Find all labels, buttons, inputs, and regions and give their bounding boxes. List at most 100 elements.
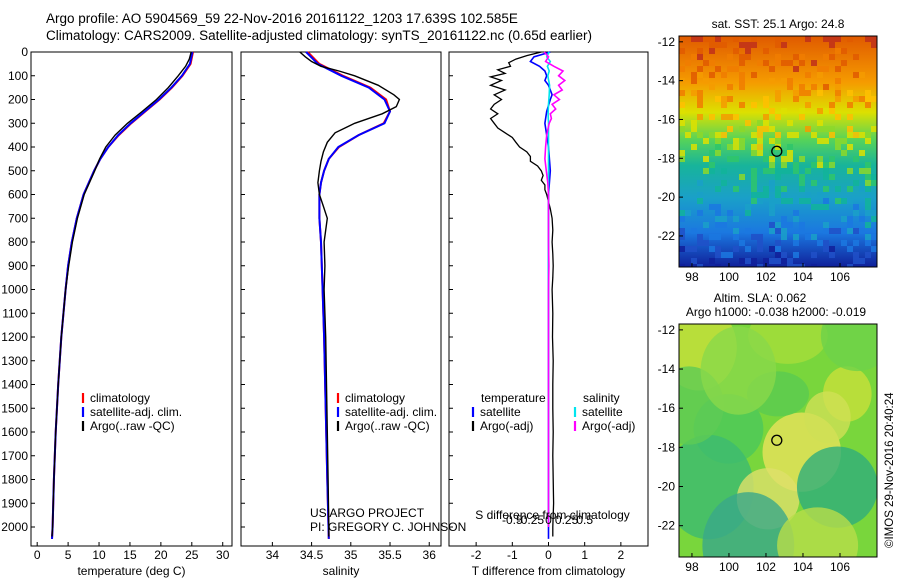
sst-cell (859, 132, 865, 138)
sst-cell (763, 60, 769, 66)
sst-cell (829, 102, 835, 108)
sst-cell (709, 258, 715, 264)
sst-cell (841, 60, 847, 66)
legend-label: satellite-adj. clim. (345, 405, 437, 419)
sst-cell (853, 132, 859, 138)
sst-cell (679, 228, 685, 234)
sst-cell (787, 258, 793, 264)
sst-cell (679, 120, 685, 126)
sst-cell (823, 240, 829, 246)
legend-title-temperature: temperature (481, 391, 546, 405)
sst-cell (799, 156, 805, 162)
sst-cell (865, 234, 871, 240)
sst-cell (703, 36, 709, 42)
sst-cell (679, 150, 685, 156)
sst-cell (733, 234, 739, 240)
sst-cell (865, 96, 871, 102)
sst-cell (697, 72, 703, 78)
legend-label: satellite (480, 405, 521, 419)
sst-cell (715, 96, 721, 102)
sst-cell (745, 204, 751, 210)
temperature-xtick-label: 5 (65, 548, 72, 562)
sst-cell (817, 192, 823, 198)
sst-cell (751, 36, 757, 42)
temperature-xtick-label: 20 (154, 548, 168, 562)
sst-cell (823, 108, 829, 114)
temperature-xtick-label: 25 (185, 548, 199, 562)
sst-cell (859, 258, 865, 264)
sst-cell (775, 114, 781, 120)
sst-cell (763, 48, 769, 54)
legend-label: Argo(-adj) (480, 419, 533, 433)
sst_map-argo-marker (771, 145, 783, 157)
sst-cell (823, 138, 829, 144)
sst-cell (715, 246, 721, 252)
difference-xlabel: T difference from climatology (472, 564, 626, 578)
temperature-ytick-label: 1200 (1, 330, 28, 344)
sst-cell (835, 78, 841, 84)
sst-cell (847, 132, 853, 138)
sst-cell (859, 96, 865, 102)
sst-cell (787, 78, 793, 84)
sst-cell (697, 54, 703, 60)
sst-cell (841, 240, 847, 246)
sst-cell (865, 204, 871, 210)
sst-cell (697, 90, 703, 96)
sst-cell (853, 96, 859, 102)
difference-stick-label: 0 (545, 513, 552, 527)
sst_map-xtick-label: 98 (685, 270, 699, 284)
sst-cell (793, 252, 799, 258)
sla_map-ytick-label: -18 (658, 440, 676, 454)
sst-cell (769, 108, 775, 114)
sst-cell (757, 240, 763, 246)
sst-cell (751, 102, 757, 108)
header-line-2: Climatology: CARS2009. Satellite-adjuste… (46, 28, 593, 43)
sst-cell (697, 132, 703, 138)
sst-cell (733, 66, 739, 72)
sst-cell (871, 216, 877, 222)
sst-cell (799, 60, 805, 66)
sst_map-xtick-label: 102 (756, 270, 776, 284)
temperature-xtick-label: 30 (216, 548, 230, 562)
sst-cell (775, 96, 781, 102)
sst-cell (703, 156, 709, 162)
sst-cell (697, 180, 703, 186)
sst-cell (829, 108, 835, 114)
sla_map-xtick-label: 102 (756, 560, 776, 574)
sst-cell (853, 228, 859, 234)
sst-cell (685, 132, 691, 138)
sst_map-title: sat. SST: 25.1 Argo: 24.8 (712, 17, 845, 31)
sst-cell (757, 60, 763, 66)
sla_map-xtick-label: 104 (793, 560, 813, 574)
sst-cell (727, 66, 733, 72)
sst-cell (715, 42, 721, 48)
sst-cell (859, 186, 865, 192)
sla-blob (700, 326, 777, 415)
sst-cell (835, 114, 841, 120)
sst-cell (715, 222, 721, 228)
sst-cell (763, 102, 769, 108)
sla_map-ytick-label: -12 (658, 323, 676, 337)
difference-stick-label: 0.5 (576, 513, 593, 527)
sst-cell (823, 126, 829, 132)
sst-cell (745, 42, 751, 48)
sst-cell (709, 150, 715, 156)
sst-cell (865, 162, 871, 168)
temperature-xlabel: temperature (deg C) (77, 564, 185, 578)
difference-xtick-label: 0 (545, 548, 552, 562)
temperature-ytick-label: 1100 (2, 306, 28, 320)
sst-cell (841, 228, 847, 234)
salinity-frame (240, 51, 442, 547)
sst-cell (751, 42, 757, 48)
sst-cell (781, 258, 787, 264)
sst-cell (721, 72, 727, 78)
sst-cell (793, 162, 799, 168)
sst_map-ytick-label: -18 (658, 151, 676, 165)
sst-cell (817, 126, 823, 132)
sst-cell (727, 156, 733, 162)
sst-cell (865, 222, 871, 228)
sst-cell (835, 66, 841, 72)
sst-cell (781, 156, 787, 162)
sst-cell (745, 258, 751, 264)
